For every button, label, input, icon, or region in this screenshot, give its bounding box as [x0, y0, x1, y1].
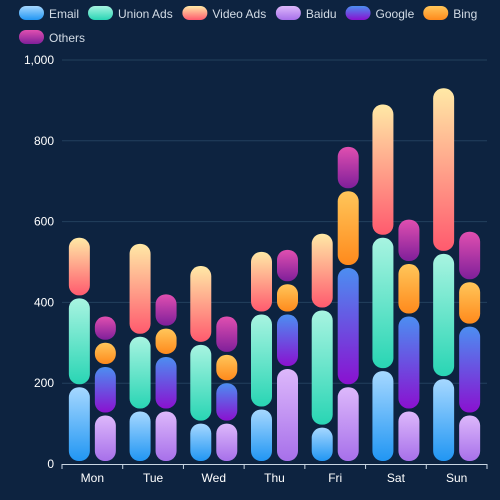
bar-email-sat[interactable] [372, 371, 394, 461]
bar-union-ads-sat[interactable] [372, 237, 394, 369]
bar-bing-fri[interactable] [337, 191, 359, 266]
bar-others-fri[interactable] [337, 146, 359, 189]
bar-bing-sun[interactable] [459, 282, 481, 324]
grid-lines [62, 59, 487, 384]
x-tick-label: Sat [387, 471, 406, 485]
legend-label: Union Ads [118, 7, 173, 21]
legend-swatch [88, 6, 114, 20]
legend-label: Others [49, 31, 85, 45]
y-tick-label: 1,000 [24, 53, 54, 67]
legend-swatch [423, 6, 449, 20]
bar-baidu-wed[interactable] [216, 423, 238, 461]
bar-others-thu[interactable] [277, 249, 298, 282]
bar-union-ads-wed[interactable] [190, 344, 212, 421]
legend-label: Video Ads [212, 7, 266, 21]
legend-label: Email [49, 7, 79, 21]
bar-email-fri[interactable] [311, 427, 333, 461]
legend-swatch [19, 6, 44, 20]
x-tick-label: Fri [328, 471, 342, 485]
bar-email-tue[interactable] [129, 411, 151, 461]
legend-swatch [19, 30, 44, 44]
bar-google-wed[interactable] [216, 383, 238, 421]
bar-baidu-mon[interactable] [94, 415, 116, 461]
bar-baidu-fri[interactable] [337, 387, 359, 461]
legend-label: Bing [453, 7, 477, 21]
bar-video-ads-mon[interactable] [68, 237, 90, 296]
bar-union-ads-thu[interactable] [251, 314, 272, 407]
bar-baidu-tue[interactable] [155, 411, 177, 461]
bar-google-sun[interactable] [459, 326, 481, 413]
y-tick-label: 600 [34, 215, 54, 229]
bar-video-ads-sun[interactable] [433, 88, 455, 251]
bar-email-thu[interactable] [251, 409, 272, 461]
legend-item-email[interactable]: Email [19, 6, 79, 21]
bar-baidu-sat[interactable] [398, 411, 420, 461]
legend-item-baidu[interactable]: Baidu [275, 6, 337, 21]
legend: Email Union Ads Video Ads Baidu Google Bing Ot… [19, 6, 477, 45]
x-tick-label: Sun [446, 471, 467, 485]
bar-bing-tue[interactable] [155, 328, 177, 354]
bar-union-ads-sun[interactable] [433, 253, 455, 377]
x-axis: Mon Tue Wed Thu Fri Sat Sun [61, 464, 488, 485]
legend-item-bing[interactable]: Bing [423, 6, 477, 21]
bar-email-sun[interactable] [433, 379, 455, 461]
bar-others-mon[interactable] [94, 316, 116, 340]
bars [68, 88, 481, 461]
bar-baidu-thu[interactable] [277, 369, 298, 461]
bar-bing-wed[interactable] [216, 354, 238, 381]
bar-video-ads-sat[interactable] [372, 104, 394, 235]
bar-email-mon[interactable] [68, 387, 90, 461]
bar-others-sun[interactable] [459, 231, 481, 280]
bar-baidu-sun[interactable] [459, 415, 481, 461]
bar-union-ads-fri[interactable] [311, 310, 333, 425]
x-tick-label: Wed [202, 471, 226, 485]
y-axis: 0 200 400 600 800 1,000 [24, 53, 54, 471]
bar-video-ads-tue[interactable] [129, 243, 151, 334]
bar-bing-sat[interactable] [398, 264, 420, 314]
bar-google-thu[interactable] [277, 314, 298, 367]
legend-item-union-ads[interactable]: Union Ads [88, 6, 173, 21]
bar-union-ads-tue[interactable] [129, 336, 151, 409]
legend-swatch [182, 6, 208, 20]
x-tick-label: Mon [81, 471, 104, 485]
bar-video-ads-fri[interactable] [311, 233, 333, 308]
legend-swatch [275, 6, 301, 20]
bar-union-ads-mon[interactable] [68, 298, 90, 385]
bar-google-tue[interactable] [155, 356, 177, 409]
legend-label: Baidu [306, 7, 337, 21]
bar-google-sat[interactable] [398, 316, 420, 409]
bar-email-wed[interactable] [190, 423, 212, 461]
bar-video-ads-wed[interactable] [190, 266, 212, 342]
bar-bing-thu[interactable] [277, 284, 298, 312]
bar-google-mon[interactable] [94, 367, 116, 413]
legend-swatch [345, 6, 371, 20]
bar-bing-mon[interactable] [94, 342, 116, 365]
bar-others-tue[interactable] [155, 294, 177, 326]
x-tick-label: Thu [264, 471, 285, 485]
y-tick-label: 800 [34, 134, 54, 148]
y-tick-label: 0 [47, 457, 54, 471]
bar-google-fri[interactable] [337, 268, 359, 385]
y-tick-label: 200 [34, 376, 54, 390]
x-tick-label: Tue [143, 471, 164, 485]
legend-item-others[interactable]: Others [19, 30, 85, 45]
legend-label: Google [376, 7, 415, 21]
bar-others-wed[interactable] [216, 316, 238, 352]
y-tick-label: 400 [34, 295, 54, 309]
legend-item-video-ads[interactable]: Video Ads [182, 6, 266, 21]
legend-item-google[interactable]: Google [345, 6, 415, 21]
bar-video-ads-thu[interactable] [251, 251, 272, 312]
bar-others-sat[interactable] [398, 219, 420, 262]
